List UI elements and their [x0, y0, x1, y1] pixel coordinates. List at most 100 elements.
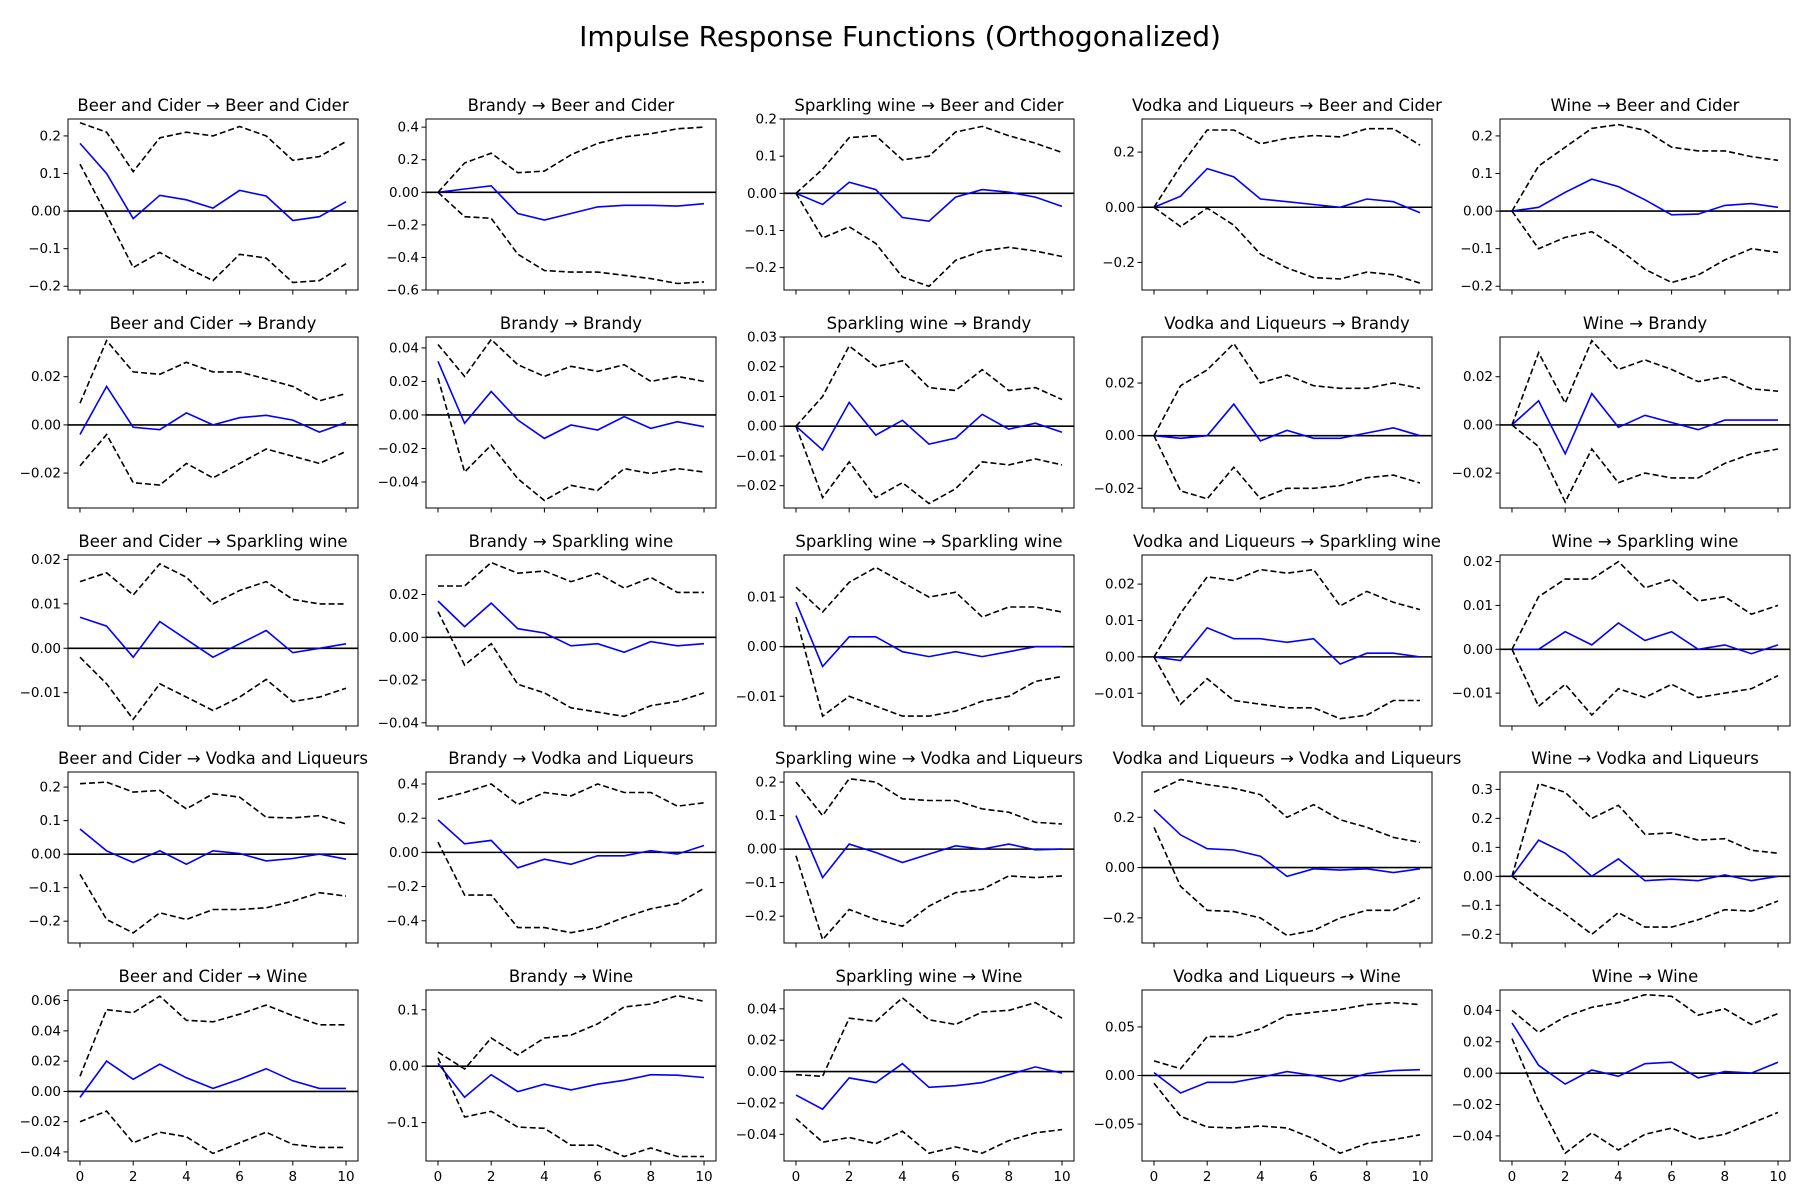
panel-1-ytick-label: −0.2 [28, 279, 61, 295]
panel-15-ytick-label: 0.02 [1463, 554, 1493, 570]
panel-3-ytick-label: −0.2 [744, 260, 777, 276]
panel-18-axes-frame [783, 771, 1075, 944]
panel-7-response-line [437, 360, 705, 440]
figure-title: Impulse Response Functions (Orthogonaliz… [579, 20, 1221, 53]
panel-6-title: Beer and Cider → Brandy [110, 314, 317, 333]
panel-18-response-line [795, 815, 1063, 880]
panel-20-ytick-label: 0.1 [1472, 840, 1493, 856]
panel-21-ytick-label: 0.06 [31, 993, 61, 1009]
panel-18-ytick-label: −0.2 [744, 909, 777, 925]
panel-7-ytick-label: −0.04 [378, 475, 419, 491]
panel-12-upper-line [438, 561, 704, 594]
panel-5-ytick-label: 0.2 [1472, 128, 1493, 144]
panel-8-ytick-label: −0.01 [736, 448, 777, 464]
panel-13: Sparkling wine → Sparkling wine −0.01 0.00… [736, 532, 1075, 731]
panel-15-ytick-label: 0.00 [1463, 642, 1493, 658]
panel-25-ytick-label: −0.04 [1452, 1128, 1493, 1144]
panel-21: Beer and Cider → Wine −0.04 −0.02 0.00 0.02 0… [20, 967, 359, 1185]
panel-16-ytick-label: 0.00 [31, 847, 61, 863]
panel-13-upper-line [795, 566, 1063, 618]
panel-12-ytick-label: −0.02 [378, 673, 419, 689]
panel-21-lower-line [79, 1110, 346, 1155]
panel-19-lower-line [1153, 826, 1421, 937]
panel-8-axes-frame [783, 336, 1075, 509]
panel-11-title: Beer and Cider → Sparkling wine [78, 532, 347, 551]
panel-2: Brandy → Beer and Cider −0.6 −0.4 −0.2 0.00 0… [386, 96, 717, 299]
panel-9-ytick-label: −0.02 [1094, 481, 1135, 497]
panel-22-ytick-label: −0.1 [386, 1115, 419, 1131]
panel-8-ytick-label: 0.00 [747, 419, 777, 435]
panel-11-lower-line [79, 656, 347, 721]
panel-13-axes-frame [783, 554, 1075, 727]
panel-25-xtick-label: 8 [1721, 1169, 1730, 1185]
panel-2-ytick-label: −0.6 [386, 283, 419, 299]
panel-16-lower-line [79, 873, 347, 934]
panel-2-axes-frame [425, 118, 717, 291]
panel-17-ytick-label: 0.4 [398, 776, 419, 792]
panel-14-ytick-label: −0.01 [1094, 686, 1135, 702]
panel-9-title: Vodka and Liqueurs → Brandy [1164, 314, 1410, 333]
panel-12-title: Brandy → Sparkling wine [469, 532, 674, 551]
panel-6-ytick-label: 0.00 [31, 417, 61, 433]
panel-25-xtick-label: 10 [1769, 1169, 1786, 1185]
panel-23-xtick-label: 0 [792, 1169, 801, 1185]
panel-14: Vodka and Liqueurs → Sparkling wine −0.01… [1094, 532, 1441, 731]
panel-5-ytick-label: 0.00 [1463, 204, 1493, 220]
panel-16-ytick-label: −0.1 [28, 880, 61, 896]
panel-1-ytick-label: 0.1 [40, 166, 61, 182]
panel-21-ytick-label: 0.00 [31, 1084, 61, 1100]
panel-8-ytick-label: 0.03 [747, 330, 777, 346]
panel-13-ytick-label: 0.01 [747, 590, 777, 606]
panel-15-lower-line [1511, 648, 1779, 717]
panel-7-ytick-label: 0.02 [389, 374, 419, 390]
panel-14-lower-line [1153, 656, 1420, 720]
panel-25-xtick-label: 4 [1614, 1169, 1623, 1185]
panel-24-xtick-label: 6 [1309, 1169, 1318, 1185]
panel-24: Vodka and Liqueurs → Wine −0.05 0.00 0.05 0 2… [1094, 967, 1433, 1185]
panel-6-response-line [79, 384, 347, 435]
panel-24-xtick-label: 0 [1150, 1169, 1159, 1185]
panel-21-xtick-label: 4 [182, 1169, 191, 1185]
panel-17-ytick-label: 0.00 [389, 845, 419, 861]
panel-21-xtick-label: 0 [76, 1169, 85, 1185]
panel-22-title: Brandy → Wine [509, 967, 633, 986]
panel-11-ytick-label: −0.01 [20, 685, 61, 701]
panel-2-lower-line [437, 191, 705, 285]
panel-22-xtick-label: 2 [487, 1169, 496, 1185]
panel-23-ytick-label: 0.00 [747, 1064, 777, 1080]
panel-17-lower-line [437, 841, 705, 934]
panel-10-response-line [1511, 392, 1778, 456]
panel-25-ytick-label: 0.00 [1463, 1066, 1493, 1082]
panel-25-ytick-label: −0.02 [1452, 1097, 1493, 1113]
panel-19-title: Vodka and Liqueurs → Vodka and Liqueurs [1113, 749, 1462, 768]
panel-21-axes-frame [67, 989, 359, 1162]
panel-13-title: Sparkling wine → Sparkling wine [795, 532, 1062, 551]
panel-24-ytick-label: 0.05 [1105, 1019, 1135, 1035]
panel-16-ytick-label: −0.2 [28, 914, 61, 930]
panel-7: Brandy → Brandy −0.04 −0.02 0.00 0.02 0.04 [378, 314, 717, 513]
panel-6-lower-line [79, 433, 347, 486]
panel-14-response-line [1153, 626, 1421, 666]
panel-5-ytick-label: −0.1 [1460, 241, 1493, 257]
panel-5-upper-line [1511, 123, 1779, 212]
panel-20-lower-line [1511, 875, 1779, 936]
panel-10-ytick-label: 0.02 [1463, 369, 1493, 385]
panel-7-axes-frame [425, 336, 717, 509]
panel-12-ytick-label: 0.02 [389, 587, 419, 603]
panel-21-ytick-label: 0.02 [31, 1054, 61, 1070]
panel-25-ytick-label: 0.02 [1463, 1034, 1493, 1050]
panel-2-ytick-label: −0.2 [386, 217, 419, 233]
panel-18-upper-line [795, 777, 1063, 825]
panel-4-ytick-label: 0.2 [1114, 145, 1135, 161]
panel-7-lower-line [437, 377, 705, 502]
panel-20-ytick-label: −0.2 [1460, 927, 1493, 943]
panel-12-axes-frame [425, 554, 717, 727]
panel-24-upper-line [1153, 1001, 1421, 1070]
panel-16-axes-frame [67, 771, 359, 944]
panel-3-lower-line [795, 192, 1063, 288]
panel-1-ytick-label: 0.00 [31, 204, 61, 220]
panel-7-title: Brandy → Brandy [500, 314, 642, 333]
panel-6-axes-frame [67, 336, 359, 509]
panel-19-upper-line [1153, 778, 1421, 844]
panel-17: Brandy → Vodka and Liqueurs −0.4 −0.2 0.00 0… [386, 749, 717, 948]
